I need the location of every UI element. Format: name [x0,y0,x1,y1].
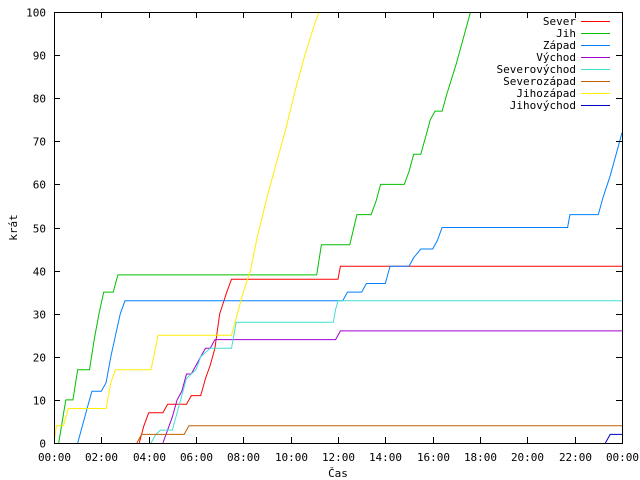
y-tick-label: 90 [33,50,46,63]
y-tick-label: 50 [33,223,46,236]
y-axis-label: krát [7,214,20,241]
legend-label: Západ [543,39,576,52]
y-tick-label: 80 [33,93,46,106]
series-line-5 [150,300,622,444]
x-tick-label: 02:00 [85,451,118,464]
legend-label: Severovýchod [497,63,576,76]
legend-label: Severozápad [503,75,576,88]
series-line-2 [58,12,471,444]
series-line-7 [54,12,320,444]
x-tick-label: 20:00 [511,451,544,464]
y-tick-label: 0 [39,438,46,451]
y-tick-label: 100 [26,7,46,20]
series-line-3 [77,132,623,444]
x-tick-label: 06:00 [180,451,213,464]
y-tick-label: 40 [33,266,46,279]
x-axis-label: Čas [328,467,348,480]
series-layer [54,12,623,444]
x-tick-label: 00:00 [38,451,71,464]
y-tick-label: 20 [33,352,46,365]
y-tick-label: 60 [33,179,46,192]
x-tick-label: 04:00 [133,451,166,464]
y-tick-label: 70 [33,136,46,149]
legend-label: Jihovýchod [510,99,576,112]
x-tick-label: 12:00 [322,451,355,464]
x-tick-label: 18:00 [464,451,497,464]
x-tick-label: 10:00 [275,451,308,464]
series-line-4 [162,330,622,444]
series-line-1 [138,265,622,444]
legend-label: Jih [556,27,576,40]
y-tick-label: 10 [33,395,46,408]
series-line-8 [604,433,622,444]
legend-label: Jihozápad [516,87,576,100]
series-line-6 [136,425,622,444]
x-tick-label: 08:00 [227,451,260,464]
x-tick-label: 16:00 [417,451,450,464]
x-tick-label: 22:00 [559,451,592,464]
ticks-layer: 00:00 02:00 04:00 06:00 08:00 10:00 12:00 14:00… [26,7,639,465]
x-tick-label: 00:00 [606,451,639,464]
y-tick-label: 30 [33,309,46,322]
legend: SeverJihZápadVýchodSeverovýchodSeverozáp… [497,15,610,112]
legend-label: Sever [543,15,576,28]
x-tick-label: 14:00 [369,451,402,464]
legend-label: Východ [536,51,576,64]
